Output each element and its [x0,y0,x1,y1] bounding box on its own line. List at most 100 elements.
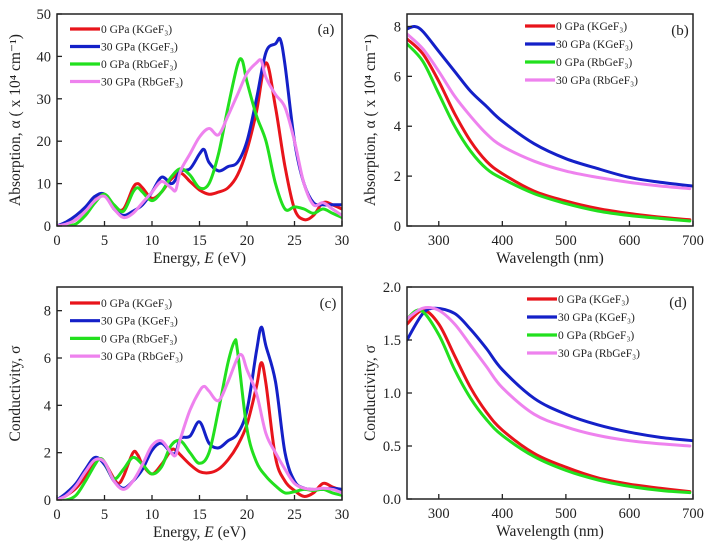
legend-label: 30 GPa (RbGeF₃) [558,348,640,360]
x-tick-label: 300 [428,233,450,249]
x-axis-label: Energy, E (eV) [153,524,246,541]
panel-tag: (a) [318,22,335,38]
x-tick-label: 0 [53,507,60,523]
x-tick-label: 20 [240,233,255,249]
x-tick-label: 25 [287,233,302,249]
y-tick-label: 1.5 [383,333,401,349]
series-line-0 [57,361,342,500]
x-tick-label: 700 [682,506,704,522]
series-line-3 [57,58,342,226]
series-line-1 [407,24,693,188]
y-tick-label: 2.0 [383,280,401,296]
legend-label: 0 GPa (RbGeF₃) [556,57,632,69]
panel-tag: (b) [671,23,689,39]
legend-label: 30 GPa (KGeF₃) [558,312,635,324]
x-tick-label: 15 [192,233,207,249]
x-axis-label-part: E [203,250,214,267]
x-tick-label: 20 [240,507,255,523]
x-tick-label: 500 [555,233,577,249]
legend-label: 0 GPa (RbGeF₃) [558,330,634,342]
x-tick-label: 700 [682,233,704,249]
y-axis-label: Conductivity, σ [362,344,379,441]
y-tick-label: 4 [44,398,52,414]
y-axis-label: Absorption, α ( x 10⁴ cm⁻¹) [7,34,24,206]
legend-label: 0 GPa (KGeF₃) [558,294,629,306]
x-axis-label-part: Wavelength (nm) [496,523,604,540]
y-tick-label: 0 [44,493,51,509]
x-axis-label: Wavelength (nm) [496,523,604,540]
x-tick-label: 600 [619,506,641,522]
y-tick-label: 30 [37,92,52,108]
series-line-3 [407,306,692,448]
x-tick-label: 400 [491,233,513,249]
x-tick-label: 0 [53,233,60,249]
legend-label: 0 GPa (RbGeF₃) [101,333,177,345]
series-line-2 [57,338,342,500]
y-tick-label: 10 [37,177,52,193]
chart-panel-a: 0 5 10 15 20 25 30 0 10 20 30 40 50 Energy, E (eV) Abs… [7,7,349,267]
y-tick-label: 0.0 [383,492,401,508]
x-tick-label: 300 [428,506,450,522]
legend: 0 GPa (KGeF₃) 30 GPa (KGeF₃) 0 GPa (RbGeF₃… [70,298,183,363]
series-line-0 [407,308,692,494]
chart-panel-c: 0 5 10 15 20 25 30 0 2 4 6 8 Energy, E (eV) Conductiv… [7,286,350,541]
y-tick-label: 6 [394,69,401,85]
legend-label: 0 GPa (KGeF₃) [101,24,172,36]
legend: 0 GPa (KGeF₃) 30 GPa (KGeF₃) 0 GPa (RbGeF₃… [527,294,640,360]
panel-tag: (c) [320,296,337,312]
y-axis-label: Absorption, α ( x 10⁴ cm⁻¹) [362,34,379,206]
y-tick-label: 50 [37,7,52,23]
x-axis-label-part: (eV) [214,250,246,267]
x-tick-label: 10 [145,233,160,249]
x-axis-label: Energy, E (eV) [153,250,246,267]
x-axis-label: Wavelength (nm) [496,250,604,267]
x-tick-label: 15 [192,507,207,523]
y-tick-label: 0 [44,219,51,235]
legend-label: 30 GPa (RbGeF₃) [101,77,183,89]
legend-label: 30 GPa (KGeF₃) [101,42,178,54]
series-line-2 [57,57,342,226]
y-tick-label: 1.0 [383,386,401,402]
legend: 0 GPa (KGeF₃) 30 GPa (KGeF₃) 0 GPa (RbGeF₃… [525,21,638,87]
y-tick-label: 4 [394,119,402,135]
series-line-2 [407,308,692,495]
y-tick-label: 6 [44,351,51,367]
x-axis-label-part: Energy, [153,524,204,541]
x-tick-label: 5 [101,233,108,249]
legend-label: 0 GPa (KGeF₃) [556,21,627,33]
x-axis-label-part: Wavelength (nm) [496,250,604,267]
x-tick-label: 10 [145,507,160,523]
legend-label: 30 GPa (KGeF₃) [556,39,633,51]
legend-label: 0 GPa (RbGeF₃) [101,59,177,71]
y-tick-label: 0.5 [383,439,401,455]
series-line-3 [57,352,342,500]
series-line-1 [57,325,342,500]
x-tick-label: 500 [555,506,577,522]
y-tick-label: 20 [37,134,52,150]
panel-tag: (d) [669,295,687,311]
x-axis-label-part: (eV) [214,524,246,541]
x-tick-label: 600 [619,233,641,249]
chart-panel-b: 300 400 500 600 700 0 2 4 6 8 Wavelength (nm) Absor… [362,13,704,267]
x-tick-label: 400 [491,506,513,522]
y-tick-label: 8 [394,19,401,35]
series-line-0 [407,37,692,222]
legend-label: 0 GPa (KGeF₃) [101,298,172,310]
x-tick-label: 5 [101,507,108,523]
legend-label: 30 GPa (KGeF₃) [101,316,178,328]
y-tick-label: 0 [394,219,401,235]
series-line-0 [57,61,342,226]
legend-label: 30 GPa (RbGeF₃) [556,75,638,87]
x-tick-label: 25 [287,507,302,523]
series-line-2 [407,42,692,223]
x-tick-label: 30 [335,507,350,523]
y-tick-label: 8 [44,304,51,320]
y-axis-label: Conductivity, σ [7,345,24,442]
legend-label: 30 GPa (RbGeF₃) [101,351,183,363]
x-axis-label-part: Energy, [153,250,204,267]
x-axis-label-part: E [203,524,214,541]
plot-frame [406,13,694,227]
y-tick-label: 40 [37,49,52,65]
y-tick-label: 2 [44,446,51,462]
chart-panel-d: 300 400 500 600 700 0.0 0.5 1.0 1.5 2.0 Wavelength… [362,280,704,540]
